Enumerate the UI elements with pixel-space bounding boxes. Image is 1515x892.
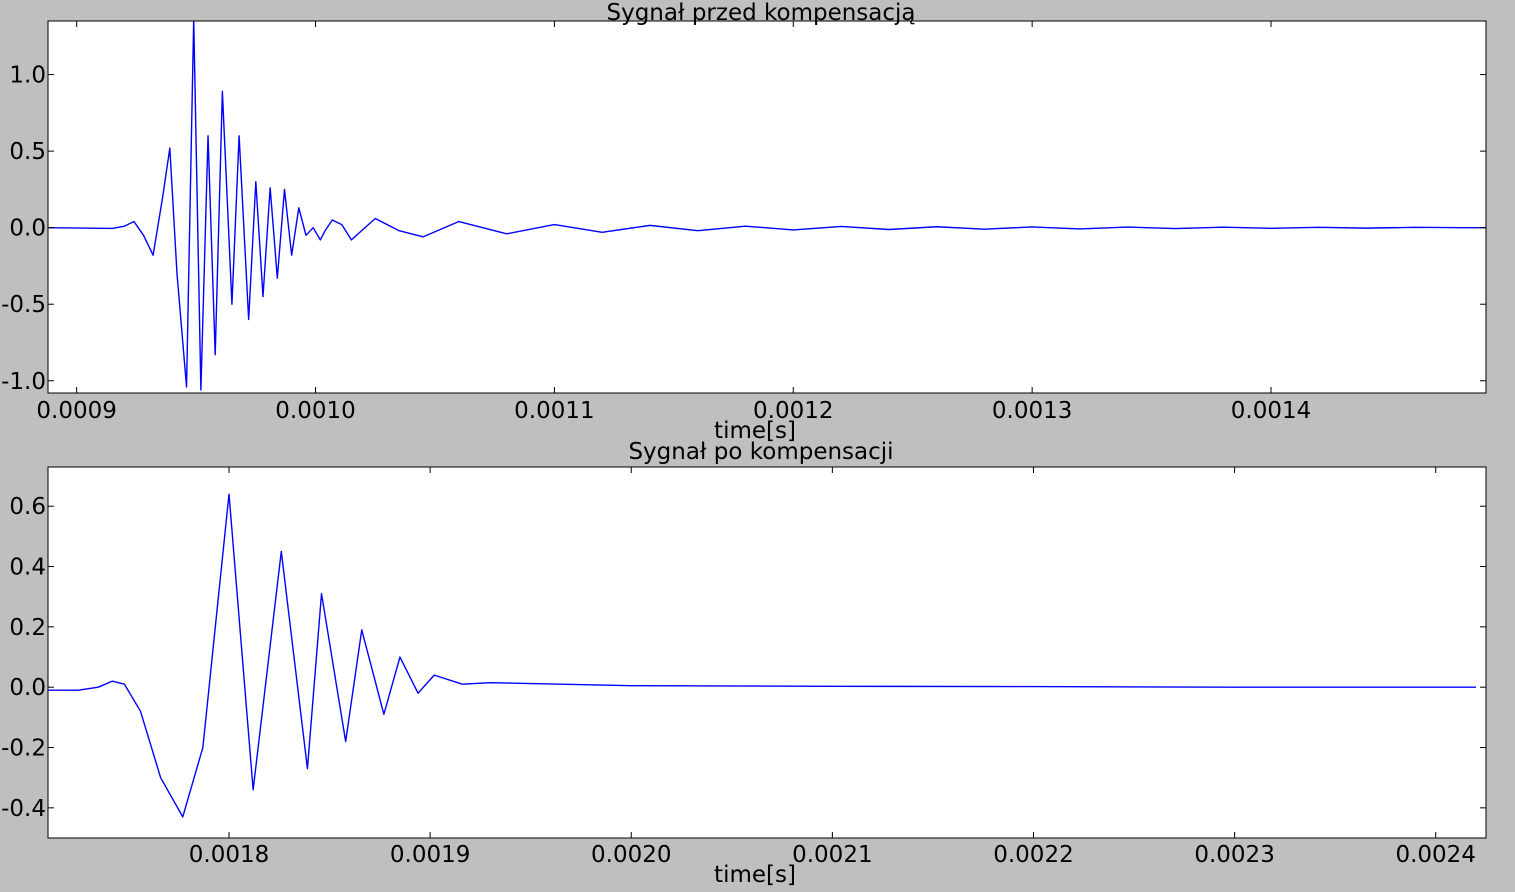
chart2-title: Sygnał po kompensacji — [628, 439, 893, 465]
chart1-xtick-label: 0.0011 — [514, 398, 594, 424]
chart2-xtick-label: 0.0018 — [189, 842, 269, 868]
chart1-ytick-label: 0.5 — [9, 139, 46, 165]
chart1-ytick-label: 0.0 — [9, 216, 46, 242]
chart2-panel: 0.0018 0.0019 0.0020 0.0021 0.0022 0.0023 0.00… — [1, 439, 1487, 888]
chart2-ytick-label: 0.4 — [9, 555, 46, 581]
chart2-xtick-label: 0.0023 — [1194, 842, 1274, 868]
chart1-ytick-label: 1.0 — [9, 63, 46, 89]
chart2-ytick-label: -0.2 — [1, 736, 46, 762]
chart2-series-line-1 — [48, 493, 1476, 818]
chart2-ytick-label: 0.6 — [9, 494, 46, 520]
chart2-plot-area — [48, 467, 1486, 838]
chart2-xtick-label: 0.0022 — [993, 842, 1073, 868]
chart1-axes-frame — [47, 20, 1487, 394]
chart1-xtick-label: 0.0009 — [36, 398, 116, 424]
chart2-xtick-label: 0.0021 — [792, 842, 872, 868]
chart1-xtick-label: 0.0014 — [1231, 398, 1311, 424]
chart2-xtick-label: 0.0024 — [1395, 842, 1475, 868]
chart1-series-line-1 — [48, 21, 1486, 391]
chart1-ytick-label: -1.0 — [1, 369, 46, 395]
chart1-xtick-label: 0.0013 — [992, 398, 1072, 424]
chart2-xtick-label: 0.0020 — [591, 842, 671, 868]
chart2-ytick-label: 0.0 — [9, 675, 46, 701]
chart1-xtick-label: 0.0010 — [275, 398, 355, 424]
chart1-xtick-label: 0.0012 — [753, 398, 833, 424]
chart2-ytick-label: -0.4 — [1, 796, 46, 822]
chart1-title: Sygnał przed kompensacją — [606, 0, 915, 26]
chart1-ytick-label: -0.5 — [1, 292, 46, 318]
chart2-xtick-label: 0.0019 — [390, 842, 470, 868]
chart2-ytick-label: 0.2 — [9, 615, 46, 641]
chart1-panel: 0.0009 0.0010 0.0011 0.0012 0.0013 0.0014 -1.0… — [1, 0, 1487, 444]
chart1-plot-area — [48, 21, 1486, 393]
chart2-xlabel: time[s] — [714, 862, 796, 888]
chart2-axes-frame — [47, 466, 1487, 839]
chart1-xlabel: time[s] — [714, 418, 796, 444]
